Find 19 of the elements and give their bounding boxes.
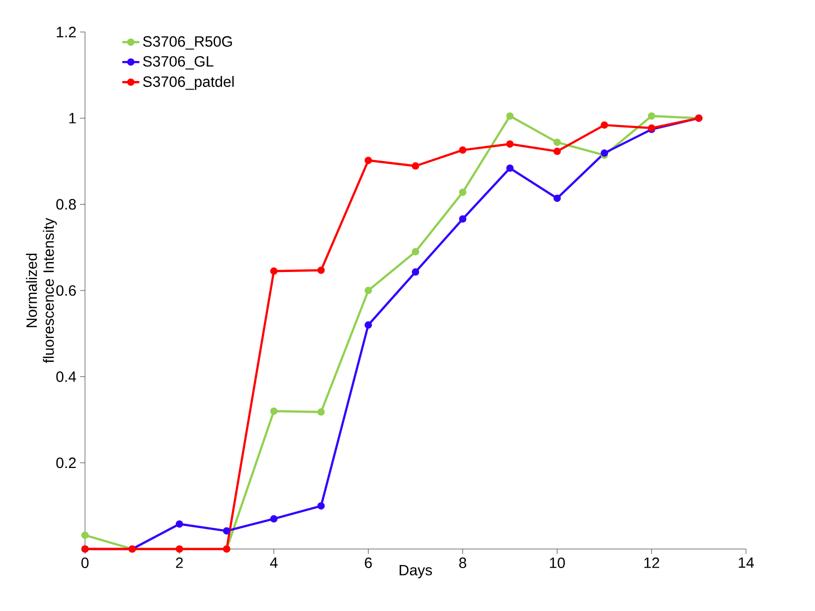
- legend-label: S3706_R50G: [143, 36, 232, 50]
- y-tick-label: 1.2: [56, 26, 76, 38]
- x-tick-label: 14: [738, 558, 754, 568]
- legend-label: S3706_GL: [143, 56, 214, 70]
- x-axis-title: Days: [400, 564, 432, 578]
- x-tick-label: 10: [550, 558, 565, 568]
- y-tick-label: 0.4: [56, 371, 76, 382]
- y-tick-label: 0.2: [56, 458, 76, 468]
- y-tick-label: 0.8: [56, 199, 76, 210]
- x-tick-label: 4: [270, 558, 278, 568]
- x-tick-label: 2: [176, 558, 183, 568]
- legend-label: S3706_patdel: [143, 76, 234, 90]
- x-tick-label: 6: [364, 558, 372, 568]
- x-tick-label: 0: [81, 558, 89, 568]
- y-tick-label: 1: [69, 113, 76, 124]
- y-tick-label: 0.6: [56, 285, 76, 296]
- x-tick-label: 8: [459, 558, 466, 568]
- y-axis-title: Normalized fluorescence Intensity: [26, 218, 57, 363]
- x-tick-label: 12: [644, 558, 660, 568]
